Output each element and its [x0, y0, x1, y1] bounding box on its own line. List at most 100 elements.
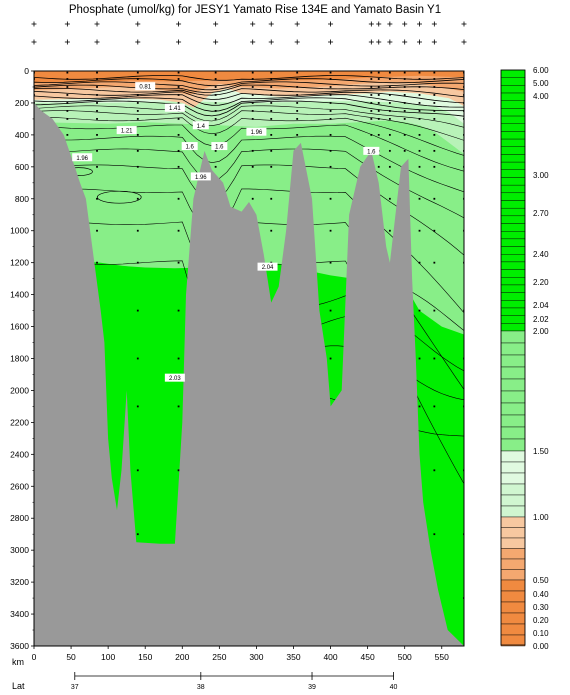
sample-point: [329, 133, 332, 136]
colorbar-cell: [500, 378, 526, 392]
contour-line: [34, 148, 464, 219]
colorbar-cell: [500, 315, 526, 324]
colorbar-label: 0.10: [533, 629, 549, 638]
sample-point: [270, 229, 273, 232]
sample-point: [214, 118, 217, 120]
sample-point: [177, 261, 180, 264]
colorbar-cell: [500, 108, 526, 117]
contour-line: [34, 94, 464, 108]
sample-point: [377, 118, 380, 120]
sample-point: [418, 94, 421, 96]
sample-point: [96, 149, 98, 152]
sample-point: [136, 71, 139, 74]
colorbar-cell: [500, 92, 526, 101]
colorbar-cell: [500, 634, 526, 647]
sample-point: [433, 110, 436, 112]
colorbar-cell: [500, 177, 526, 186]
sample-point: [136, 309, 139, 312]
sample-point: [418, 357, 421, 360]
sample-point: [370, 86, 373, 88]
depth-tick-label: 600: [15, 162, 29, 172]
colorbar-cell: [500, 292, 526, 301]
lat-tick-label: 40: [390, 684, 398, 691]
colorbar-cell: [500, 438, 526, 452]
colorbar-cell: [500, 138, 526, 147]
colorbar-label: 3.00: [533, 171, 549, 180]
colorbar-cell: [500, 342, 526, 356]
sample-point: [329, 94, 332, 96]
colorbar-cell: [500, 192, 526, 201]
depth-tick-label: 3400: [10, 609, 29, 619]
contour-label: 0.81: [135, 82, 156, 91]
sample-point: [96, 71, 98, 74]
colorbar-cell: [500, 483, 526, 496]
contour-label-box: [116, 126, 137, 135]
colorbar-cell: [500, 426, 526, 440]
contour-line: [34, 78, 464, 87]
contour-label: 1.96: [246, 127, 267, 136]
contour-label-box: [135, 82, 156, 91]
sample-point: [296, 133, 299, 136]
colorbar-label: 2.70: [533, 209, 549, 218]
sample-point: [388, 118, 391, 120]
sample-point: [377, 165, 380, 168]
sample-point: [96, 197, 98, 200]
sample-point: [388, 229, 391, 232]
colorbar-cell: [500, 154, 526, 163]
colorbar-frame: [500, 69, 526, 646]
sample-point: [403, 94, 406, 96]
sample-point: [136, 533, 139, 536]
colorbar-cell: [500, 330, 526, 344]
sample-point: [214, 78, 217, 80]
colorbar-cell: [500, 450, 526, 463]
sample-point: [418, 102, 421, 104]
colorbar-cell: [500, 307, 526, 316]
sample-point: [433, 71, 436, 74]
colorbar-cell: [500, 277, 526, 286]
colorbar-cell: [500, 115, 526, 124]
colorbar-cell: [500, 516, 526, 528]
colorbar-label: 0.50: [533, 576, 549, 585]
colorbar-cell: [500, 207, 526, 217]
contour-line: [34, 110, 464, 141]
sample-point: [214, 133, 217, 136]
sample-point: [433, 469, 436, 472]
contour-loop: [96, 190, 142, 204]
sample-point: [418, 71, 421, 74]
sample-point: [329, 78, 332, 80]
sample-point: [270, 102, 273, 104]
sample-point: [251, 78, 254, 80]
contour-label-text: 1.21: [121, 129, 133, 135]
sample-point: [296, 86, 299, 88]
sample-point: [388, 110, 391, 112]
sample-point: [388, 102, 391, 104]
sample-point: [370, 133, 373, 136]
colorbar-cell: [500, 284, 526, 293]
sample-point: [418, 165, 421, 168]
contour-label-box: [363, 146, 380, 155]
sample-point: [388, 71, 391, 74]
sample-point: [329, 229, 332, 232]
sample-point: [403, 133, 406, 136]
contour-line: [34, 97, 464, 112]
sample-point: [270, 197, 273, 200]
sample-point: [296, 78, 299, 80]
distance-tick-label: 0: [32, 652, 37, 662]
depth-tick-label: 400: [15, 130, 29, 140]
sample-point: [177, 309, 180, 312]
depth-tick-label: 2000: [10, 385, 29, 395]
contour-line: [34, 164, 464, 256]
sample-point: [136, 78, 139, 80]
sample-point: [177, 405, 180, 408]
x-axis-label: km: [12, 657, 24, 667]
sample-point: [329, 165, 332, 168]
contour-label: 1.6: [211, 142, 228, 151]
sample-point: [388, 197, 391, 200]
distance-tick-label: 500: [398, 652, 412, 662]
contour-line: [34, 105, 464, 128]
colorbar-cell: [500, 354, 526, 368]
contour-label-text: 1.41: [169, 106, 181, 112]
colorbar-label: 2.20: [533, 278, 549, 287]
sample-point: [136, 469, 139, 472]
colorbar-cell: [500, 601, 526, 614]
